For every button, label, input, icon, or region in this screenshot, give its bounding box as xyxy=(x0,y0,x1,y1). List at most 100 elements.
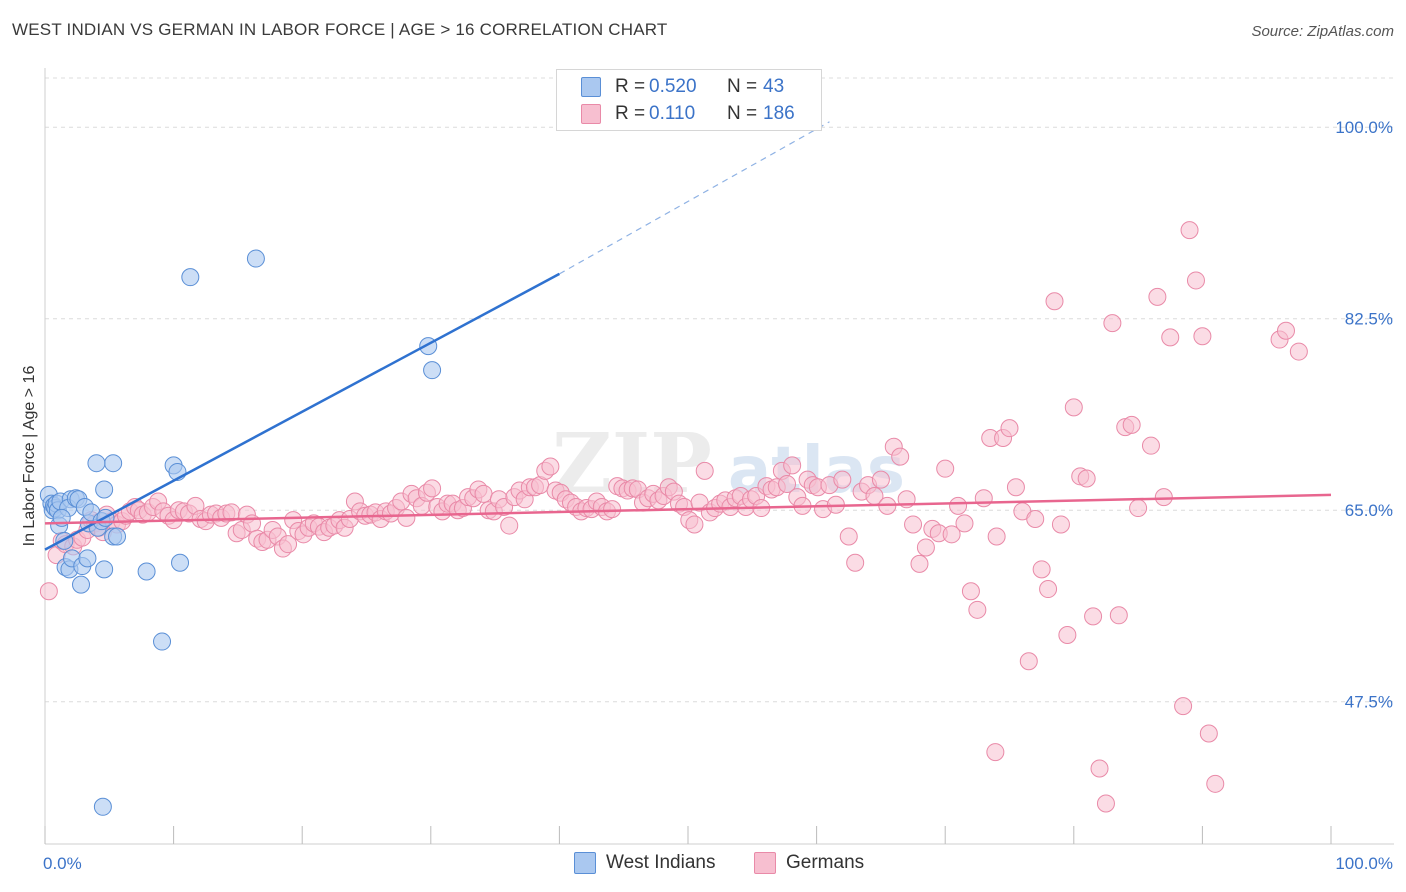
german-point xyxy=(39,582,58,601)
german-point xyxy=(1180,221,1199,240)
german-point xyxy=(942,525,961,544)
west-indians-swatch xyxy=(581,77,601,97)
german-point xyxy=(695,461,714,480)
german-point xyxy=(1019,652,1038,671)
german-point xyxy=(968,600,987,619)
west-indian-point xyxy=(153,632,172,651)
german-point xyxy=(279,535,298,554)
german-point xyxy=(1289,342,1308,361)
german-point xyxy=(1161,328,1180,347)
west-indians-swatch xyxy=(574,852,596,874)
west-indian-point xyxy=(72,575,91,594)
german-point xyxy=(541,457,560,476)
german-point xyxy=(1032,560,1051,579)
west-indian-point xyxy=(137,562,156,581)
german-point xyxy=(1186,271,1205,290)
legend-label: Germans xyxy=(786,852,865,873)
german-point xyxy=(910,554,929,573)
west-indians-trend-line xyxy=(44,272,560,551)
r-label: R = xyxy=(615,103,646,124)
west-indian-point xyxy=(171,553,190,572)
german-point xyxy=(1141,436,1160,455)
west-indian-point xyxy=(87,454,106,473)
german-point xyxy=(500,516,519,535)
n-label: N = xyxy=(727,76,758,97)
west-indian-point xyxy=(246,249,265,268)
r-value: 0.110 xyxy=(649,103,696,124)
chart-title: WEST INDIAN VS GERMAN IN LABOR FORCE | A… xyxy=(12,20,668,39)
german-point xyxy=(603,500,622,519)
west-indian-point xyxy=(95,560,114,579)
german-point xyxy=(871,470,890,489)
german-point xyxy=(936,459,955,478)
source-note: Source: ZipAtlas.com xyxy=(1251,23,1394,40)
y-tick-labels: 47.5% 65.0% 82.5% 100.0% xyxy=(1335,118,1393,712)
german-point xyxy=(1090,759,1109,778)
legend-item-germans[interactable]: Germans xyxy=(754,852,864,874)
german-point xyxy=(1129,499,1148,518)
german-point xyxy=(1026,509,1045,528)
trend-lines xyxy=(44,121,1332,551)
german-point xyxy=(961,582,980,601)
x-tick-label: 0.0% xyxy=(43,854,82,873)
west-indian-point xyxy=(95,480,114,499)
german-point xyxy=(1077,469,1096,488)
german-point xyxy=(1006,478,1025,497)
german-point xyxy=(949,496,968,515)
german-point xyxy=(1154,488,1173,507)
german-point xyxy=(904,515,923,534)
german-point xyxy=(839,527,858,546)
german-point xyxy=(916,538,935,557)
german-point xyxy=(1051,515,1070,534)
german-point xyxy=(1199,724,1218,743)
germans-points xyxy=(39,221,1308,813)
y-tick-label: 82.5% xyxy=(1345,310,1393,329)
german-point xyxy=(1193,327,1212,346)
n-value: 186 xyxy=(763,103,795,124)
german-point xyxy=(1064,398,1083,417)
german-point xyxy=(1000,419,1019,438)
west-indians-trend-extension xyxy=(559,121,830,275)
r-label: R = xyxy=(615,76,646,97)
german-point xyxy=(986,743,1005,762)
y-axis-label: In Labor Force | Age > 16 xyxy=(21,366,38,547)
german-point xyxy=(1122,415,1141,434)
legend-item-west-indians[interactable]: West Indians xyxy=(574,852,715,874)
german-point xyxy=(778,474,797,493)
west-indian-point xyxy=(78,549,97,568)
german-point xyxy=(1084,607,1103,626)
german-point xyxy=(891,447,910,466)
grid-lines xyxy=(45,77,1394,703)
stats-legend: R = 0.520 N = 43 R = 0.110 N = 186 xyxy=(556,69,822,131)
german-point xyxy=(846,553,865,572)
stats-row-germans: R = 0.110 N = 186 xyxy=(557,101,821,127)
german-point xyxy=(1058,625,1077,644)
german-point xyxy=(955,514,974,533)
west-indian-point xyxy=(423,361,442,380)
x-tick-labels: 0.0% 100.0% xyxy=(43,854,1393,873)
german-point xyxy=(1103,314,1122,333)
r-value: 0.520 xyxy=(649,76,697,97)
y-tick-label: 65.0% xyxy=(1345,501,1393,520)
german-point xyxy=(1039,580,1058,599)
german-point xyxy=(1148,287,1167,306)
german-point xyxy=(474,484,493,503)
west-indian-point xyxy=(108,527,127,546)
german-point xyxy=(783,456,802,475)
west-indian-point xyxy=(104,454,123,473)
german-point xyxy=(1045,292,1064,311)
legend-label: West Indians xyxy=(606,852,716,873)
german-point xyxy=(1276,321,1295,340)
german-point xyxy=(423,479,442,498)
germans-trend-line xyxy=(44,493,1332,525)
west-indian-point xyxy=(93,797,112,816)
german-point xyxy=(1109,606,1128,625)
y-tick-label: 100.0% xyxy=(1335,118,1393,137)
n-label: N = xyxy=(727,103,758,124)
german-point xyxy=(1174,697,1193,716)
x-tick-label: 100.0% xyxy=(1335,854,1393,873)
german-point xyxy=(685,515,704,534)
n-value: 43 xyxy=(763,76,785,97)
stats-row-west-indians: R = 0.520 N = 43 xyxy=(557,74,821,100)
